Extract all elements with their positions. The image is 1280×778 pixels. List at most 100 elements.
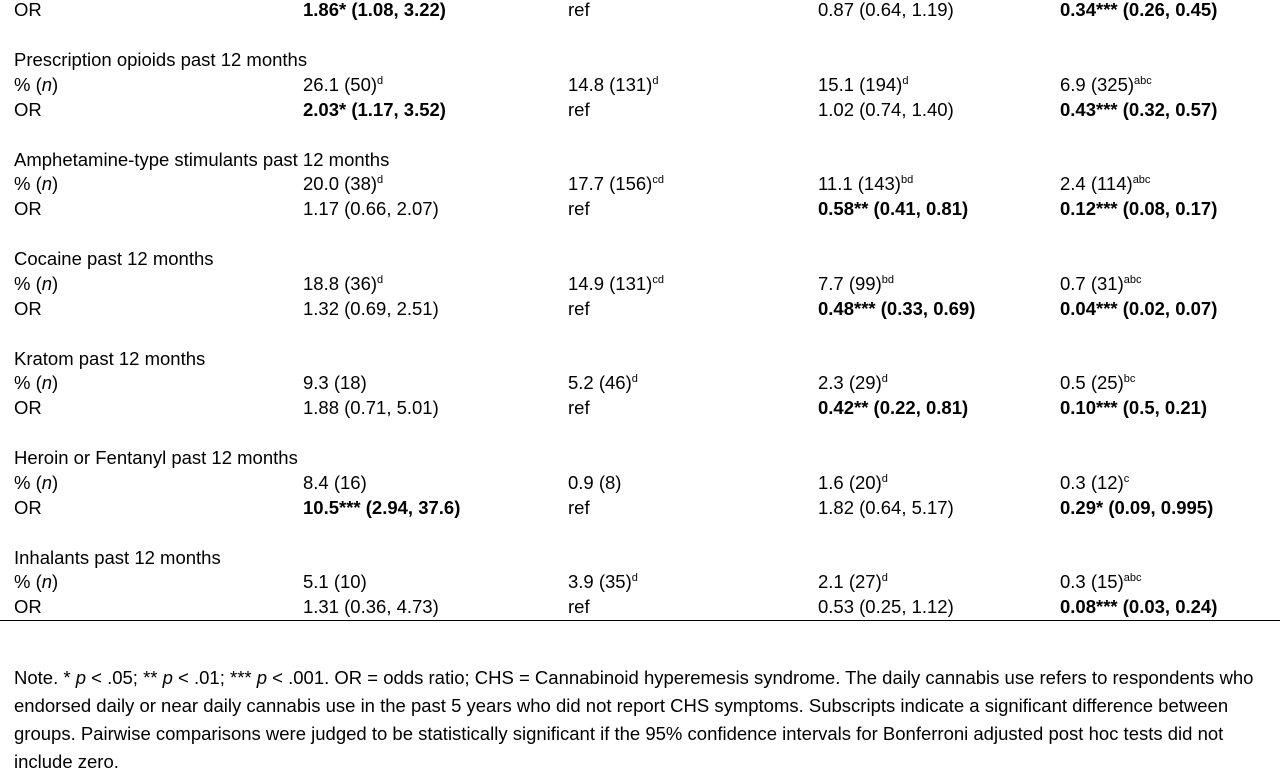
cell: 2.4 (114)abc xyxy=(1060,173,1150,195)
cell: 5.2 (46)d xyxy=(568,372,638,394)
cell-superscript: d xyxy=(881,572,888,585)
cell: 3.9 (35)d xyxy=(568,571,638,593)
row-label: OR xyxy=(14,99,42,121)
cell-text: 2.4 (114) xyxy=(1060,173,1133,195)
text-run: ) xyxy=(52,272,59,294)
cell-text: 1.32 (0.69, 2.51) xyxy=(303,297,439,319)
cell: 0.7 (31)abc xyxy=(1060,273,1142,295)
cell: ref xyxy=(568,596,590,618)
text-run: n xyxy=(41,372,53,394)
section-title: Inhalants past 12 months xyxy=(14,547,221,569)
cell-text: 1.17 (0.66, 2.07) xyxy=(303,198,439,220)
cell-text: 1.31 (0.36, 4.73) xyxy=(303,596,439,618)
cell: 1.86* (1.08, 3.22) xyxy=(303,0,446,21)
cell: 18.8 (36)d xyxy=(303,273,383,295)
cell: 14.8 (131)d xyxy=(568,74,658,96)
cell-superscript: abc xyxy=(1132,174,1151,187)
cell-text: 20.0 (38) xyxy=(303,173,378,195)
cell-text: 0.9 (8) xyxy=(568,471,622,493)
cell-superscript: abc xyxy=(1134,74,1152,87)
text-run: % ( xyxy=(14,272,42,294)
row-label: % (n) xyxy=(14,173,58,195)
cell: 0.58** (0.41, 0.81) xyxy=(818,198,968,220)
cell: 0.29* (0.09, 0.995) xyxy=(1060,497,1213,519)
cell-text: 0.04*** (0.02, 0.07) xyxy=(1060,297,1218,319)
cell-superscript: cd xyxy=(652,174,664,187)
cell-text: 18.8 (36) xyxy=(303,272,378,294)
section-title: Heroin or Fentanyl past 12 months xyxy=(14,447,298,469)
cell-text: 17.7 (156) xyxy=(568,173,653,195)
cell: ref xyxy=(568,198,590,220)
text-run: n xyxy=(41,173,53,195)
cell: ref xyxy=(568,397,590,419)
cell-superscript: d xyxy=(377,174,384,187)
cell-text: 0.10*** (0.5, 0.21) xyxy=(1060,397,1208,419)
text-run: n xyxy=(41,73,53,95)
cell-text: 0.53 (0.25, 1.12) xyxy=(818,596,954,618)
text-run: n xyxy=(41,471,53,493)
cell-text: 0.87 (0.64, 1.19) xyxy=(818,0,954,20)
cell: 1.02 (0.74, 1.40) xyxy=(818,99,954,121)
row-label: % (n) xyxy=(14,472,58,494)
cell: 2.3 (29)d xyxy=(818,372,888,394)
cell: 9.3 (18) xyxy=(303,372,367,394)
section-title: Kratom past 12 months xyxy=(14,348,205,370)
cell-text: ref xyxy=(568,0,590,20)
cell-superscript: d xyxy=(377,74,384,87)
cell-text: 0.3 (15) xyxy=(1060,571,1124,593)
cell: 1.6 (20)d xyxy=(818,472,888,494)
cell: 10.5*** (2.94, 37.6) xyxy=(303,497,460,519)
cell-text: 5.2 (46) xyxy=(568,372,632,394)
cell: 0.08*** (0.03, 0.24) xyxy=(1060,596,1217,618)
cell-text: ref xyxy=(568,198,590,220)
cell: 8.4 (16) xyxy=(303,472,367,494)
row-label: OR xyxy=(14,198,42,220)
cell: 0.3 (12)c xyxy=(1060,472,1129,494)
cell-superscript: d xyxy=(881,373,888,386)
cell-text: 1.88 (0.71, 5.01) xyxy=(303,397,439,419)
cell-superscript: bc xyxy=(1123,373,1136,386)
cell: 0.53 (0.25, 1.12) xyxy=(818,596,954,618)
cell-superscript: c xyxy=(1123,472,1130,485)
row-label: % (n) xyxy=(14,571,58,593)
row-label: % (n) xyxy=(14,372,58,394)
cell-superscript: bd xyxy=(881,273,895,286)
cell-text: 0.48*** (0.33, 0.69) xyxy=(818,297,976,319)
cell: 0.34*** (0.26, 0.45) xyxy=(1060,0,1217,21)
cell-superscript: d xyxy=(881,472,888,485)
cell: 0.3 (15)abc xyxy=(1060,571,1142,593)
cell: 20.0 (38)d xyxy=(303,173,383,195)
cell: 1.82 (0.64, 5.17) xyxy=(818,497,954,519)
text-run: n xyxy=(41,571,53,593)
section-title: Cocaine past 12 months xyxy=(14,248,214,270)
text-run: ) xyxy=(52,571,59,593)
cell: 0.5 (25)bc xyxy=(1060,372,1135,394)
cell-superscript: d xyxy=(631,572,638,585)
cell-text: 6.9 (325) xyxy=(1060,73,1135,95)
text-run: ) xyxy=(52,372,59,394)
section-title-text: Prescription opioids past 12 months xyxy=(14,49,308,70)
cell: 0.87 (0.64, 1.19) xyxy=(818,0,954,21)
text-run: % ( xyxy=(14,372,42,394)
section-title-text: Heroin or Fentanyl past 12 months xyxy=(14,447,298,468)
cell-superscript: abc xyxy=(1123,572,1142,585)
text-run: ) xyxy=(52,471,59,493)
text-run: < .001. OR = odds ratio; CHS = Cannabino… xyxy=(14,667,1254,772)
cell: 2.1 (27)d xyxy=(818,571,888,593)
text-run: OR xyxy=(14,397,42,419)
row-label: OR xyxy=(14,497,42,519)
cell-text: 15.1 (194) xyxy=(818,73,903,95)
cell: 0.42** (0.22, 0.81) xyxy=(818,397,968,419)
cell-text: 8.4 (16) xyxy=(303,471,367,493)
cell: ref xyxy=(568,0,590,21)
text-run: % ( xyxy=(14,471,42,493)
row-label: OR xyxy=(14,0,42,21)
cell: 1.31 (0.36, 4.73) xyxy=(303,596,439,618)
cell-text: 2.03* (1.17, 3.52) xyxy=(303,98,446,120)
text-run: OR xyxy=(14,297,42,319)
text-run: < .01; *** xyxy=(172,667,257,688)
text-run: OR xyxy=(14,98,42,120)
cell-text: 5.1 (10) xyxy=(303,571,367,593)
row-label-text: OR xyxy=(14,0,42,20)
